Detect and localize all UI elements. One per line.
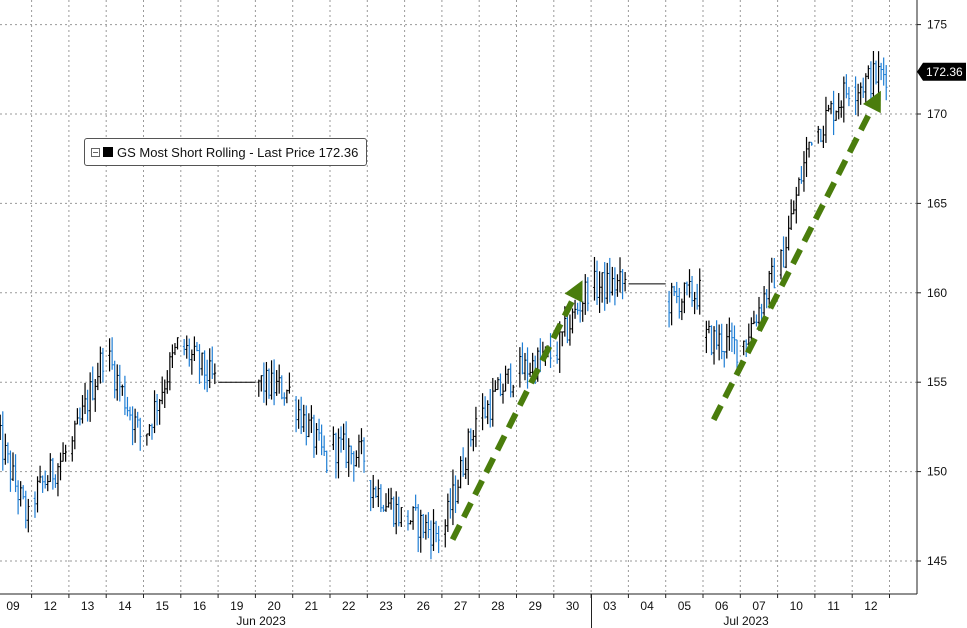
x-tick-label: 04 bbox=[640, 599, 654, 613]
trend-arrow-head bbox=[564, 280, 583, 303]
legend[interactable]: GS Most Short Rolling - Last Price 172.3… bbox=[84, 138, 368, 166]
last-price-label: 172.36 bbox=[926, 65, 963, 79]
x-tick-label: 27 bbox=[454, 599, 468, 613]
trend-arrow-shaft bbox=[711, 107, 875, 422]
legend-collapse-icon[interactable] bbox=[91, 147, 100, 157]
x-tick-label: 15 bbox=[156, 599, 170, 613]
x-tick-label: 23 bbox=[379, 599, 393, 613]
x-tick-label: 03 bbox=[603, 599, 617, 613]
x-tick-label: 06 bbox=[715, 599, 729, 613]
x-month-label: Jun 2023 bbox=[236, 614, 286, 628]
x-tick-label: 22 bbox=[342, 599, 356, 613]
x-tick-label: 21 bbox=[305, 599, 319, 613]
x-tick-label: 07 bbox=[752, 599, 766, 613]
x-month-label: Jul 2023 bbox=[723, 614, 769, 628]
x-tick-label: 26 bbox=[417, 599, 431, 613]
x-tick-label: 10 bbox=[790, 599, 804, 613]
y-tick-label: 150 bbox=[927, 465, 947, 479]
y-tick-label: 165 bbox=[927, 196, 947, 210]
y-tick-label: 155 bbox=[927, 375, 947, 389]
x-tick-label: 14 bbox=[118, 599, 132, 613]
x-tick-label: 11 bbox=[827, 599, 840, 613]
last-price-tag bbox=[917, 62, 966, 81]
x-tick-label: 05 bbox=[678, 599, 692, 613]
y-tick-label: 160 bbox=[927, 286, 947, 300]
x-tick-label: 12 bbox=[44, 599, 58, 613]
x-tick-label: 30 bbox=[566, 599, 580, 613]
grid-layer bbox=[0, 0, 917, 594]
trend-arrow-shaft bbox=[449, 296, 577, 541]
x-tick-label: 09 bbox=[6, 599, 20, 613]
candlestick-series bbox=[0, 51, 888, 560]
x-tick-label: 19 bbox=[230, 599, 244, 613]
x-tick-label: 20 bbox=[267, 599, 281, 613]
legend-swatch bbox=[103, 147, 113, 157]
x-tick-label: 29 bbox=[529, 599, 543, 613]
y-tick-label: 175 bbox=[927, 18, 947, 32]
legend-label: GS Most Short Rolling - Last Price 172.3… bbox=[117, 144, 359, 160]
y-tick-label: 170 bbox=[927, 107, 947, 121]
x-tick-label: 16 bbox=[193, 599, 207, 613]
y-tick-label: 145 bbox=[927, 554, 947, 568]
x-tick-label: 28 bbox=[491, 599, 505, 613]
x-tick-label: 13 bbox=[81, 599, 95, 613]
x-tick-label: 12 bbox=[864, 599, 878, 613]
trend-arrow-head bbox=[862, 90, 881, 114]
trend-arrows bbox=[449, 90, 881, 541]
